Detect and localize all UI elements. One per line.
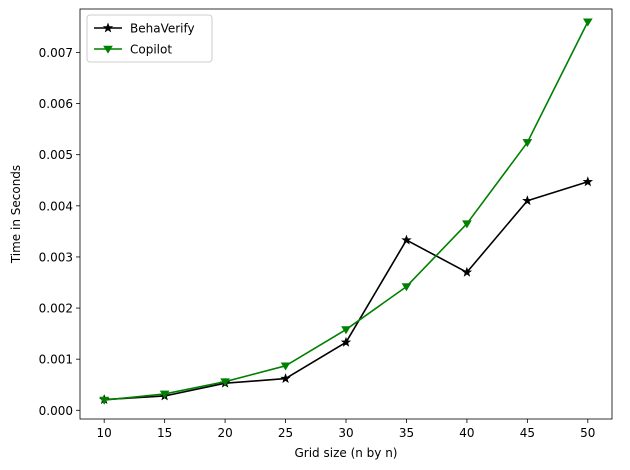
y-axis: 0.000 0.001 0.002 0.003 0.004 0.005 0.006 0.007: [39, 46, 80, 418]
x-tick-label: 15: [157, 426, 172, 440]
data-point-behaverify: [401, 234, 412, 245]
data-point-copilot: [99, 396, 110, 405]
data-point-behaverify: [582, 176, 594, 187]
data-point-behaverify: [340, 336, 352, 347]
x-axis: 10 15 20 25 30 35 40 45 50: [97, 419, 595, 440]
data-point-behaverify: [522, 195, 533, 206]
x-tick-label: 25: [278, 426, 293, 440]
legend: BehaVerify Copilot: [86, 14, 213, 63]
y-tick-label: 0.002: [39, 302, 73, 316]
y-tick-label: 0.005: [39, 148, 73, 162]
legend-box: [86, 14, 213, 63]
data-point-behaverify: [280, 373, 291, 384]
data-point-copilot: [220, 378, 230, 387]
data-point-copilot: [401, 283, 412, 292]
x-tick-label: 50: [580, 426, 595, 440]
series-layer: [98, 18, 594, 405]
legend-label-behaverify: BehaVerify: [130, 22, 195, 36]
data-point-behaverify: [461, 266, 473, 277]
y-axis-label: Time in Seconds: [9, 165, 23, 264]
data-point-copilot: [280, 362, 291, 371]
legend-marker-copilot: [103, 45, 113, 54]
data-point-copilot: [159, 390, 170, 399]
data-point-copilot: [522, 139, 533, 148]
legend-label-copilot: Copilot: [130, 43, 172, 57]
data-point-copilot: [462, 220, 472, 229]
y-tick-label: 0.007: [39, 46, 73, 60]
x-tick-label: 40: [459, 426, 474, 440]
x-tick-label: 10: [97, 426, 112, 440]
x-tick-label: 30: [338, 426, 353, 440]
data-point-copilot: [341, 326, 351, 335]
series-copilot: [99, 18, 593, 405]
y-tick-label: 0.003: [39, 250, 73, 264]
data-point-copilot: [582, 18, 593, 27]
y-tick-label: 0.004: [39, 199, 73, 213]
plot-frame: [79, 8, 613, 420]
x-tick-label: 20: [217, 426, 232, 440]
legend-marker-behaverify: [102, 22, 114, 33]
x-tick-label: 45: [520, 426, 535, 440]
y-tick-label: 0.000: [39, 404, 73, 418]
y-tick-label: 0.006: [39, 97, 73, 111]
x-axis-label: Grid size (n by n): [294, 446, 397, 460]
x-tick-label: 35: [399, 426, 414, 440]
y-tick-label: 0.001: [39, 353, 73, 367]
